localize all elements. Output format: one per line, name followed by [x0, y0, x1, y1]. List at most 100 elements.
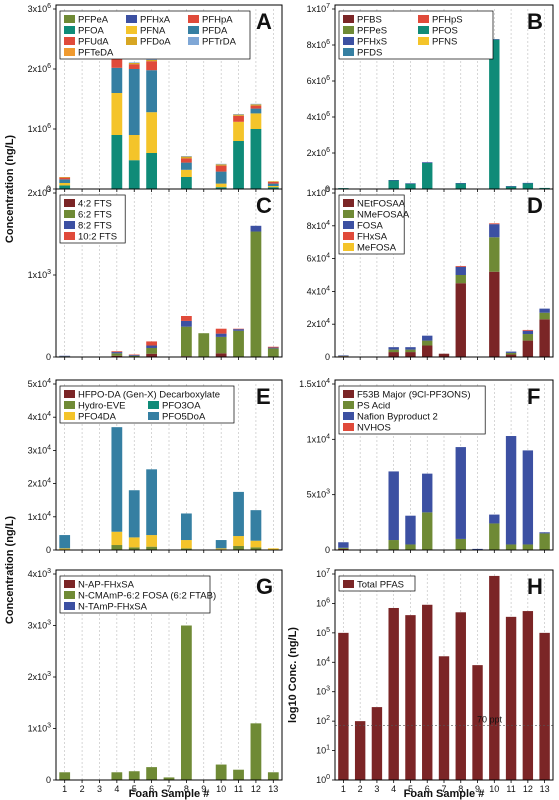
bar-pfo5doa-6: [146, 469, 158, 536]
bar-6-2-fts-10: [215, 336, 227, 354]
bar-pfdoa-8: [180, 156, 192, 159]
y-tick-label: 6x106: [307, 75, 331, 86]
x-tick-label: 4: [114, 784, 119, 794]
bar-pfo4da-1: [59, 548, 71, 550]
x-tick-label: 5: [408, 784, 413, 794]
bar-nmefosaa-13: [539, 312, 550, 320]
legend-swatch: [64, 232, 75, 240]
legend-label: PS Acid: [357, 401, 390, 412]
panel-d: 0 2x104 4x104 6x104 8x104 1x105 D NEtFOSAANMeFO…: [307, 187, 554, 362]
bar-4-2-fts-6: [146, 353, 158, 357]
bar-nmefosaa-6: [422, 340, 433, 346]
bar-pfuda-13: [267, 181, 279, 184]
bar-total-pfas-2: [354, 721, 366, 780]
bar-fosa-13: [539, 308, 550, 313]
bar-fhxsa-12: [522, 329, 534, 331]
bar-pfuda-11: [233, 115, 244, 122]
legend-swatch: [343, 26, 354, 34]
bar-n-cmamp-6-2-fosa-6-2-ftab--7: [163, 777, 175, 780]
bar-pfdoa-1: [59, 177, 71, 178]
legend-swatch: [126, 37, 137, 45]
bar-nafion-byproduct-2-6: [422, 473, 433, 513]
bar-pfo4da-11: [233, 536, 244, 547]
x-tick-label: 10: [216, 784, 226, 794]
legend-box: [59, 385, 235, 424]
bar-nmefosaa-12: [522, 334, 534, 341]
legend-swatch: [126, 15, 137, 23]
bar-ps-acid-10: [489, 523, 500, 550]
bar-fhxsa-10: [489, 223, 500, 225]
bar-pftrda-10: [215, 163, 227, 165]
bar-nafion-byproduct-2-13: [539, 532, 550, 534]
x-axis-label-left: Foam Sample #: [129, 788, 210, 800]
bar-6-2-fts-1: [59, 356, 71, 357]
legend-swatch: [418, 26, 429, 34]
legend-label: PFPeS: [357, 26, 387, 37]
legend-label: N-CMAmP-6:2 FOSA (6:2 FTAB): [78, 591, 216, 602]
x-tick-label: 3: [374, 784, 379, 794]
y-tick-label: 4x106: [307, 111, 331, 122]
bar-8-2-fts-13: [267, 347, 279, 349]
bar-nmefosaa-5: [405, 349, 416, 353]
bar-pfos-6: [422, 162, 433, 189]
x-tick-label: 1: [341, 784, 346, 794]
bar-fosa-12: [522, 330, 534, 335]
y-tick-label: 8x106: [307, 39, 331, 50]
panel-e: 0 1x104 2x104 3x104 4x104 5x104 E HFPO-DA (Gen-…: [28, 378, 283, 555]
bar-pfna-8: [180, 169, 192, 177]
bar-pfda-1: [59, 179, 71, 183]
panel-letter: G: [256, 574, 273, 599]
legend-swatch: [188, 26, 199, 34]
panel-f: 0 5x103 1x104 1.5x104 F F53B Major (9Cl-PF3ON…: [299, 378, 554, 555]
bar-netfosaa-7: [438, 353, 450, 357]
legend-label: NEtFOSAA: [357, 199, 406, 210]
bar-hydro-eve-8: [180, 548, 192, 550]
panel-letter: F: [527, 384, 540, 409]
y-axis-label-left-bottom: Concentration (ng/L): [4, 516, 16, 624]
bar-n-cmamp-6-2-fosa-6-2-ftab--13: [267, 772, 279, 780]
legend-swatch: [64, 580, 75, 588]
y-tick-label: 0: [325, 545, 330, 555]
bar-ps-acid-12: [522, 544, 534, 550]
bar-total-pfas-1: [338, 632, 349, 780]
y-tick-label: 100: [316, 774, 330, 785]
y-tick-label: 1.5x104: [299, 378, 330, 389]
legend-label: PFNA: [140, 26, 166, 37]
legend-swatch: [343, 412, 354, 420]
bar-pfda-4: [111, 67, 123, 93]
bar-pfo5doa-5: [128, 490, 140, 538]
x-tick-label: 2: [80, 784, 85, 794]
bar-pfoa-13: [267, 187, 279, 189]
bar-8-2-fts-8: [180, 320, 192, 327]
bar-pfna-12: [250, 113, 262, 129]
legend-swatch: [343, 221, 354, 229]
y-tick-label: 106: [316, 597, 330, 608]
bar-pfhxs-12: [522, 182, 534, 184]
legend-swatch: [343, 232, 354, 240]
x-tick-label: 11: [506, 784, 515, 794]
bar-pftrda-12: [250, 103, 262, 105]
legend-swatch: [64, 15, 75, 23]
bar-10-2-fts-8: [180, 316, 192, 321]
bar-fosa-5: [405, 347, 416, 350]
bar-pfda-12: [250, 108, 262, 114]
y-tick-label: 0: [46, 352, 51, 362]
bar-nmefosaa-4: [388, 349, 399, 353]
bar-pfna-5: [128, 135, 140, 161]
legend-label: 6:2 FTS: [78, 210, 112, 221]
bar-pfoa-1: [59, 185, 71, 189]
bar-pfdoa-10: [215, 164, 227, 166]
bar-pfhxs-6: [422, 162, 433, 163]
y-tick-label: 2x106: [307, 147, 331, 158]
legend-label: MeFOSA: [357, 243, 397, 254]
legend-label: PFOA: [78, 26, 105, 37]
bar-pfo5doa-11: [233, 491, 244, 537]
legend-label: PFTrDA: [202, 37, 237, 48]
bar-pfoa-8: [180, 177, 192, 189]
panel-a: 0 1x106 2x106 3x106 A PFPeA PFHxA PFHpA PFOA PFNA…: [28, 3, 283, 194]
legend-label: PFDS: [357, 48, 382, 59]
x-tick-label: 10: [489, 784, 499, 794]
legend-swatch: [343, 401, 354, 409]
